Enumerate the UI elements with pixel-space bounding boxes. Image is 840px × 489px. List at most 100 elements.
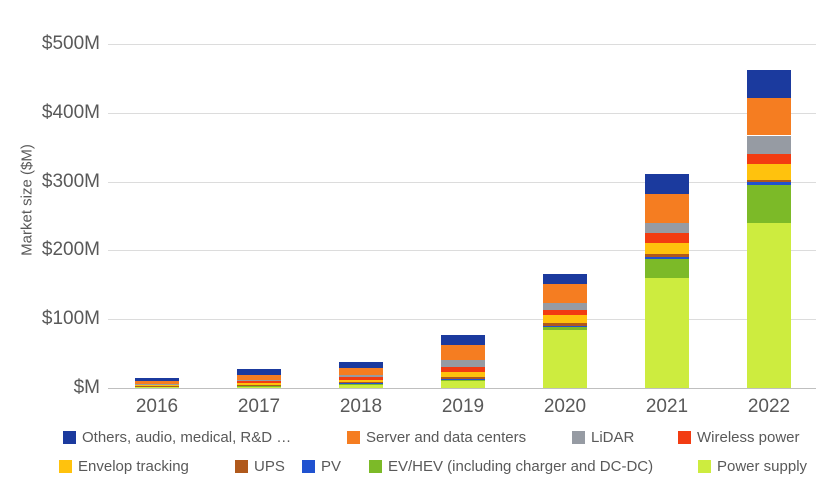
legend-label: LiDAR xyxy=(591,429,635,446)
legend-swatch-icon xyxy=(347,431,360,444)
bar-2017-segment-server-and-data-centers xyxy=(237,374,281,380)
bar-2016-segment-wireless-power xyxy=(135,384,179,386)
x-tick-label-2021: 2021 xyxy=(645,396,689,417)
bar-2022-segment-ups xyxy=(747,179,791,183)
y-tick-label: $M xyxy=(73,377,100,398)
bar-2017-segment-lidar xyxy=(237,379,281,382)
bar-2021-segment-envelop-tracking xyxy=(645,242,689,254)
legend-label: Envelop tracking xyxy=(78,458,189,475)
bar-2019-segment-ups xyxy=(441,376,485,380)
legend-item-envelop-tracking: Envelop tracking xyxy=(59,459,189,474)
x-tick-label-2022: 2022 xyxy=(747,396,791,417)
legend-swatch-icon xyxy=(59,460,72,473)
legend-item-lidar: LiDAR xyxy=(572,430,634,445)
bar-2018-segment-wireless-power xyxy=(339,376,383,380)
bar-2021-segment-lidar xyxy=(645,222,689,234)
legend-item-power-supply: Power supply xyxy=(698,459,807,474)
gridline xyxy=(108,319,816,321)
bar-2017-segment-others-audio-medical-r-d xyxy=(237,369,281,375)
legend-item-server-and-data-centers: Server and data centers xyxy=(347,430,526,445)
bar-2020-segment-ev-hev-including-charger-and-dc-dc xyxy=(543,327,587,330)
bar-2020-segment-power-supply xyxy=(543,329,587,388)
bar-2020-segment-others-audio-medical-r-d xyxy=(543,273,587,285)
legend-item-pv: PV xyxy=(302,459,341,474)
legend-item-others-audio-medical-r-d: Others, audio, medical, R&D … xyxy=(63,430,291,445)
bar-2016-segment-envelop-tracking xyxy=(135,385,179,386)
bar-2019-segment-envelop-tracking xyxy=(441,371,485,377)
bar-2018-segment-others-audio-medical-r-d xyxy=(339,361,383,369)
y-tick-label: $100M xyxy=(41,308,100,330)
y-tick-label: $300M xyxy=(41,170,100,192)
y-tick-label: $500M xyxy=(41,33,100,54)
bar-2017-segment-power-supply xyxy=(237,385,281,388)
bar-2022-segment-ev-hev-including-charger-and-dc-dc xyxy=(747,185,791,223)
bar-2016-segment-power-supply xyxy=(135,386,179,388)
bar-2018-segment-lidar xyxy=(339,374,383,377)
x-tick-label-2016: 2016 xyxy=(135,396,179,417)
legend-item-ev-hev-including-charger-and-dc-dc: EV/HEV (including charger and DC-DC) xyxy=(369,459,653,474)
legend-label: Wireless power xyxy=(697,429,800,446)
bar-2021-segment-server-and-data-centers xyxy=(645,193,689,223)
bar-2018-segment-power-supply xyxy=(339,384,383,388)
bar-2019-segment-pv xyxy=(441,379,485,381)
bar-2021-segment-pv xyxy=(645,256,689,260)
gridline xyxy=(108,44,816,45)
legend-label: Server and data centers xyxy=(366,429,527,446)
bar-2016-segment-lidar xyxy=(135,383,179,385)
bar-2018-segment-ev-hev-including-charger-and-dc-dc xyxy=(339,383,383,385)
legend-label: UPS xyxy=(254,458,285,475)
legend-swatch-icon xyxy=(63,431,76,444)
bar-2018-segment-ups xyxy=(339,381,383,384)
bar-2018-segment-envelop-tracking xyxy=(339,379,383,382)
legend-item-wireless-power: Wireless power xyxy=(678,430,800,445)
bar-2022-segment-others-audio-medical-r-d xyxy=(747,70,791,98)
bar-2020-segment-lidar xyxy=(543,302,587,310)
x-tick-label-2018: 2018 xyxy=(339,396,383,417)
bar-2020-segment-ups xyxy=(543,323,587,327)
bar-2020-segment-envelop-tracking xyxy=(543,315,587,324)
bar-2021-segment-ev-hev-including-charger-and-dc-dc xyxy=(645,259,689,278)
bar-2021-segment-others-audio-medical-r-d xyxy=(645,174,689,194)
bar-2022-segment-power-supply xyxy=(747,222,791,388)
bar-2019-segment-lidar xyxy=(441,360,485,367)
bar-2017-segment-envelop-tracking xyxy=(237,383,281,385)
bar-2017-segment-wireless-power xyxy=(237,381,281,384)
legend-item-ups: UPS xyxy=(235,459,285,474)
legend-swatch-icon xyxy=(235,460,248,473)
legend-swatch-icon xyxy=(302,460,315,473)
legend-label: PV xyxy=(321,458,342,475)
legend-label: EV/HEV (including charger and DC-DC) xyxy=(388,458,654,475)
bar-2022-segment-server-and-data-centers xyxy=(747,97,791,136)
bar-2022-segment-pv xyxy=(747,182,791,186)
legend-swatch-icon xyxy=(369,460,382,473)
bar-2016-segment-server-and-data-centers xyxy=(135,380,179,384)
bar-2021-segment-wireless-power xyxy=(645,233,689,243)
legend-label: Power supply xyxy=(717,458,808,475)
y-tick-label: $200M xyxy=(41,239,100,261)
bar-2021-segment-ups xyxy=(645,253,689,257)
x-axis-line xyxy=(108,388,816,389)
bar-2021-segment-power-supply xyxy=(645,277,689,388)
bar-2018-segment-pv xyxy=(339,383,383,384)
x-tick-label-2020: 2020 xyxy=(543,396,587,417)
bar-2020-segment-pv xyxy=(543,326,587,328)
bar-2019-segment-wireless-power xyxy=(441,367,485,372)
legend-label: Others, audio, medical, R&D … xyxy=(82,429,292,446)
gridline xyxy=(108,250,816,252)
legend-swatch-icon xyxy=(678,431,691,444)
y-tick-label: $400M xyxy=(41,101,100,123)
y-axis-title: Market size ($M) xyxy=(18,144,36,256)
x-tick-label-2017: 2017 xyxy=(237,396,281,417)
bar-2016-segment-others-audio-medical-r-d xyxy=(135,377,179,381)
bar-2022-segment-wireless-power xyxy=(747,154,791,165)
bar-2022-segment-lidar xyxy=(747,135,791,155)
legend-swatch-icon xyxy=(572,431,585,444)
x-tick-label-2019: 2019 xyxy=(441,396,485,417)
bar-2022-segment-envelop-tracking xyxy=(747,164,791,180)
legend-swatch-icon xyxy=(698,460,711,473)
bar-2019-segment-power-supply xyxy=(441,381,485,388)
bar-2018-segment-server-and-data-centers xyxy=(339,368,383,375)
bar-2019-segment-ev-hev-including-charger-and-dc-dc xyxy=(441,380,485,382)
bar-2019-segment-others-audio-medical-r-d xyxy=(441,335,485,346)
